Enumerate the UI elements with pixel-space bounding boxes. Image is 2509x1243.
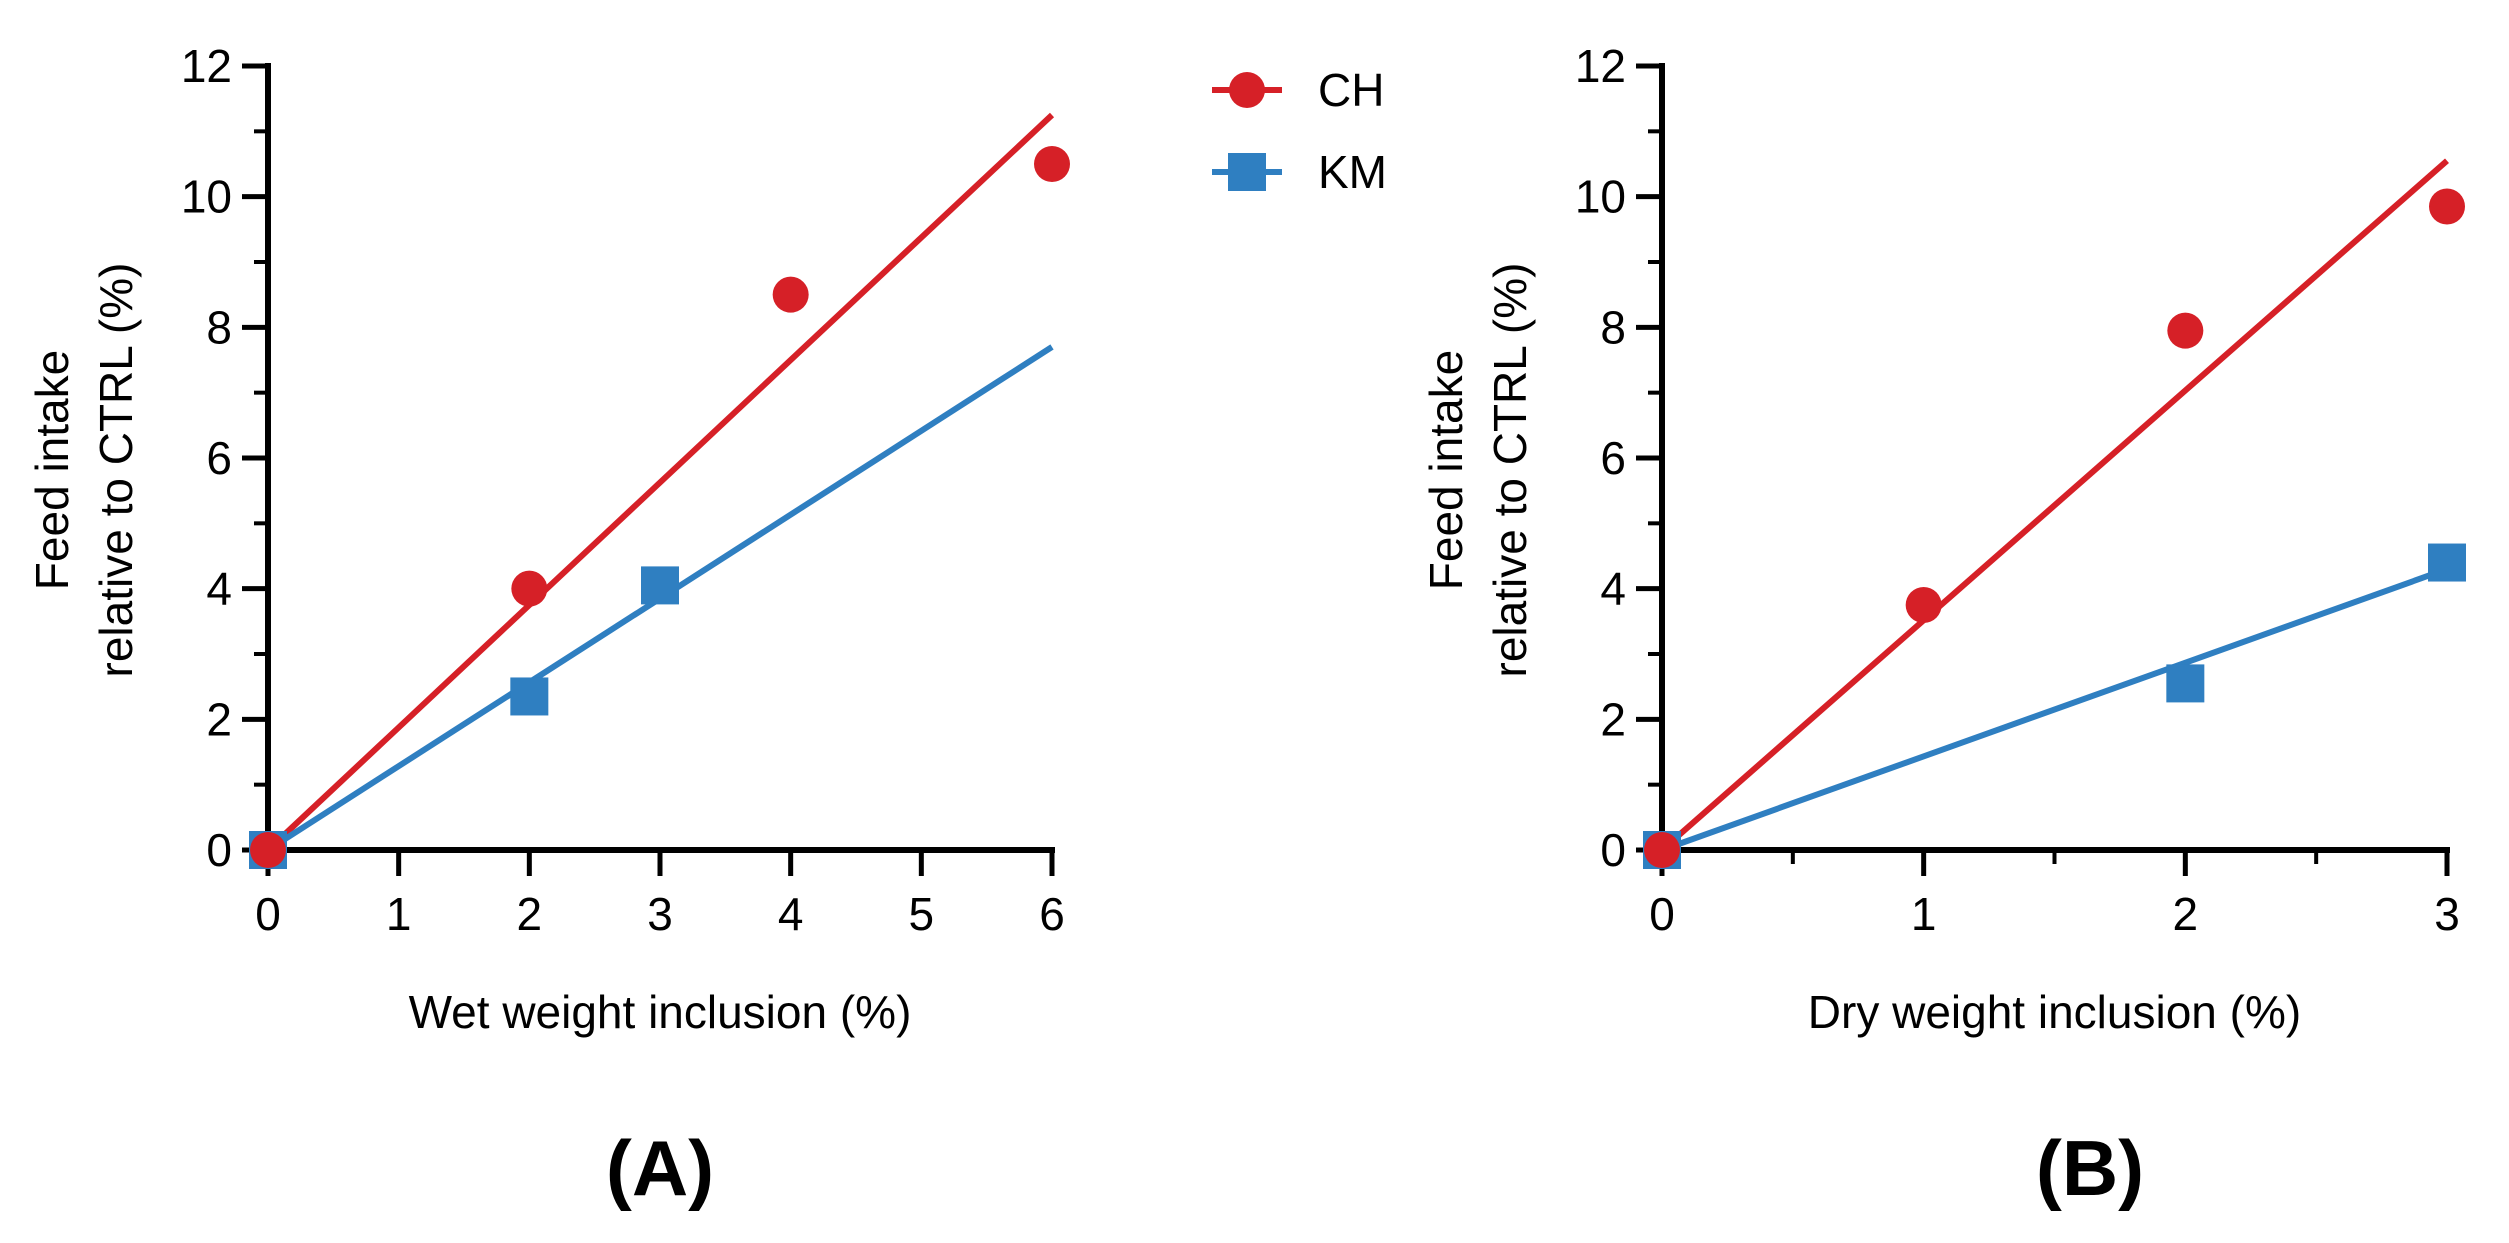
data-point-ch (2429, 188, 2465, 225)
x-tick-label: 6 (1039, 888, 1065, 940)
y-tick-label: 4 (206, 563, 232, 615)
y-tick-label: 12 (181, 40, 232, 92)
x-tick-label: 4 (778, 888, 804, 940)
data-point-km (2428, 543, 2466, 582)
x-tick-label: 1 (386, 888, 412, 940)
x-axis-title: Dry weight inclusion (%) (1808, 986, 2301, 1038)
y-tick-label: 6 (206, 432, 232, 484)
data-point-ch (511, 570, 548, 607)
panel-label: (A) (606, 1124, 714, 1212)
fit-line-ch (265, 112, 1055, 853)
data-point-ch (1644, 832, 1680, 868)
data-point-ch (1905, 587, 1942, 623)
data-point-km (641, 566, 679, 605)
legend-marker-km (1228, 153, 1266, 191)
x-axis-title: Wet weight inclusion (%) (409, 986, 912, 1038)
panel-label: (B) (2036, 1124, 2144, 1212)
x-tick-label: 1 (1911, 888, 1937, 940)
data-point-ch (2167, 312, 2204, 349)
y-tick-label: 12 (1575, 40, 1626, 92)
y-tick-label: 8 (206, 301, 232, 353)
legend-label-ch: CH (1318, 64, 1384, 116)
x-tick-label: 0 (1649, 888, 1675, 940)
y-tick-label: 0 (206, 824, 232, 876)
y-axis-title-line: Feed intake (26, 350, 78, 590)
y-axis-title-line: Feed intake (1420, 350, 1472, 590)
data-point-ch (1034, 146, 1070, 182)
x-tick-label: 2 (517, 888, 543, 940)
fit-line-km (1660, 566, 2449, 853)
x-tick-label: 5 (909, 888, 935, 940)
y-tick-label: 2 (1600, 693, 1626, 745)
y-tick-label: 10 (181, 171, 232, 223)
y-tick-label: 8 (1600, 301, 1626, 353)
data-point-km (510, 677, 549, 716)
x-tick-label: 3 (2434, 888, 2460, 940)
fit-line-ch (1660, 158, 2449, 853)
y-tick-label: 2 (206, 693, 232, 745)
y-tick-label: 10 (1575, 171, 1626, 223)
x-tick-label: 2 (2173, 888, 2199, 940)
legend: CH KM (1212, 64, 1387, 198)
y-axis-title-line: relative to CTRL (%) (1484, 263, 1536, 678)
legend-label-km: KM (1318, 146, 1387, 198)
x-tick-label: 0 (255, 888, 281, 940)
x-tick-label: 3 (647, 888, 673, 940)
y-tick-label: 0 (1600, 824, 1626, 876)
y-axis-title-line: relative to CTRL (%) (90, 263, 142, 678)
y-tick-label: 4 (1600, 563, 1626, 615)
data-point-km (2166, 664, 2205, 703)
legend-marker-ch (1229, 72, 1265, 108)
data-point-ch (772, 276, 809, 313)
y-tick-label: 6 (1600, 432, 1626, 484)
data-point-ch (250, 832, 286, 868)
